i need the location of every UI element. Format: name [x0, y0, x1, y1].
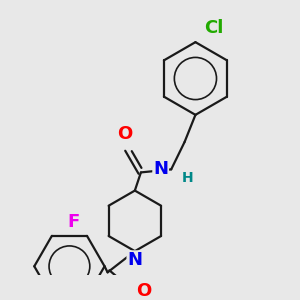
Text: O: O	[117, 125, 132, 143]
Text: F: F	[68, 213, 80, 231]
Text: N: N	[128, 251, 142, 269]
Text: N: N	[153, 160, 168, 178]
Text: Cl: Cl	[205, 19, 224, 37]
Text: O: O	[136, 281, 151, 299]
Text: H: H	[182, 172, 194, 185]
